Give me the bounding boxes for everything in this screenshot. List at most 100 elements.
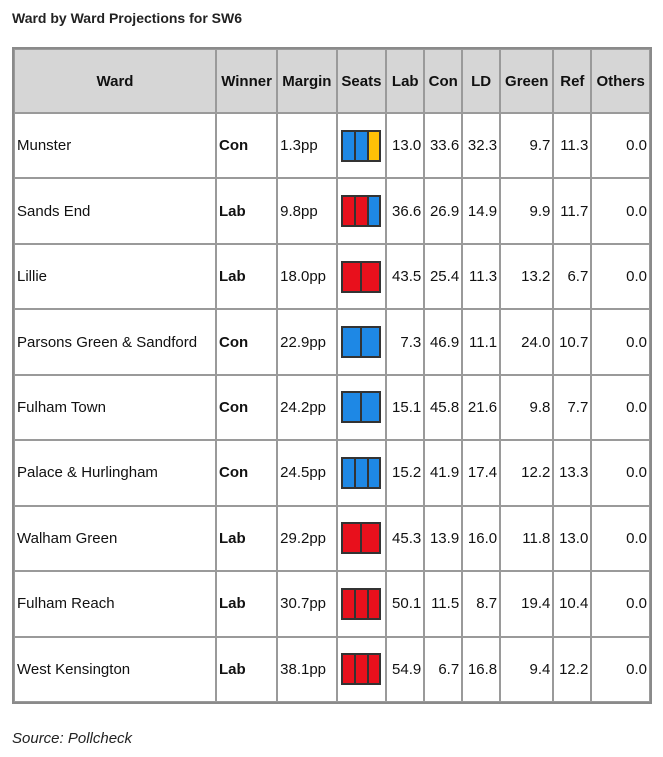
ward-projections-table: Ward Winner Margin Seats Lab Con LD Gree… — [12, 47, 652, 704]
green-share-cell: 13.2 — [500, 243, 554, 310]
table-row: Parsons Green & Sandford Con 22.9pp 7.3 46.9… — [14, 309, 650, 375]
table-row: Munster Con 1.3pp 13.0 33.6 32.3 9.7 11.3 0.0 — [14, 113, 650, 179]
ward-cell: Sands End — [14, 178, 216, 244]
page-title: Ward by Ward Projections for SW6 — [12, 10, 242, 26]
lab-share-cell: 43.5 — [386, 243, 425, 310]
con-share-cell: 11.5 — [424, 571, 463, 637]
seats-cell — [336, 505, 387, 572]
con-share-cell: 33.6 — [424, 113, 463, 179]
ward-cell: West Kensington — [14, 636, 216, 702]
seat-block-con — [366, 197, 380, 226]
seat-block-lab — [343, 655, 355, 684]
ld-share-cell: 14.9 — [462, 178, 501, 244]
table-row: Walham Green Lab 29.2pp 45.3 13.9 16.0 11.8 13.… — [14, 505, 650, 572]
ward-cell: Lillie — [14, 243, 216, 310]
con-share-cell: 26.9 — [424, 178, 463, 244]
green-share-cell: 9.4 — [500, 636, 554, 702]
column-header-winner: Winner — [216, 49, 278, 113]
winner-cell: Con — [216, 113, 278, 179]
con-share-cell: 25.4 — [424, 243, 463, 310]
ld-share-cell: 16.0 — [462, 505, 501, 572]
seat-block-lab — [366, 655, 380, 684]
seat-block-lab — [354, 197, 367, 226]
ward-cell: Palace & Hurlingham — [14, 440, 216, 506]
green-share-cell: 19.4 — [500, 571, 554, 637]
margin-cell: 38.1pp — [277, 636, 337, 702]
seat-block-lab — [366, 589, 380, 618]
green-share-cell: 24.0 — [500, 309, 554, 375]
seat-block-con — [354, 131, 367, 160]
ward-cell: Parsons Green & Sandford — [14, 309, 216, 375]
seats-indicator — [341, 391, 382, 424]
ld-share-cell: 11.3 — [462, 243, 501, 310]
others-share-cell: 0.0 — [591, 571, 650, 637]
margin-cell: 30.7pp — [277, 571, 337, 637]
seats-indicator — [341, 326, 382, 359]
seat-block-lab — [354, 589, 367, 618]
seat-block-con — [354, 458, 367, 487]
seat-block-lab — [343, 197, 355, 226]
column-header-seats: Seats — [336, 49, 387, 113]
column-header-ward: Ward — [14, 49, 216, 113]
winner-cell: Lab — [216, 243, 278, 310]
column-header-others: Others — [591, 49, 650, 113]
column-header-ld: LD — [462, 49, 501, 113]
margin-cell: 29.2pp — [277, 505, 337, 572]
column-header-green: Green — [500, 49, 554, 113]
ref-share-cell: 7.7 — [553, 374, 592, 441]
ref-share-cell: 13.3 — [553, 440, 592, 506]
green-share-cell: 9.7 — [500, 113, 554, 179]
table-row: Fulham Reach Lab 30.7pp 50.1 11.5 8.7 19.4 10.4… — [14, 571, 650, 637]
ref-share-cell: 6.7 — [553, 243, 592, 310]
con-share-cell: 46.9 — [424, 309, 463, 375]
seats-indicator — [341, 129, 382, 162]
lab-share-cell: 7.3 — [386, 309, 425, 375]
margin-cell: 9.8pp — [277, 178, 337, 244]
ld-share-cell: 11.1 — [462, 309, 501, 375]
lab-share-cell: 13.0 — [386, 113, 425, 179]
ward-cell: Munster — [14, 113, 216, 179]
table-row: Fulham Town Con 24.2pp 15.1 45.8 21.6 9.8 7.7 0.… — [14, 374, 650, 441]
ld-share-cell: 16.8 — [462, 636, 501, 702]
seat-block-ld — [366, 131, 380, 160]
ref-share-cell: 11.3 — [553, 113, 592, 179]
lab-share-cell: 50.1 — [386, 571, 425, 637]
seat-block-lab — [354, 655, 367, 684]
seat-block-con — [343, 131, 355, 160]
con-share-cell: 13.9 — [424, 505, 463, 572]
lab-share-cell: 36.6 — [386, 178, 425, 244]
ref-share-cell: 10.4 — [553, 571, 592, 637]
table-row: Palace & Hurlingham Con 24.5pp 15.2 41.9 17.4… — [14, 440, 650, 506]
seats-cell — [336, 636, 387, 702]
column-header-con: Con — [424, 49, 463, 113]
others-share-cell: 0.0 — [591, 309, 650, 375]
green-share-cell: 11.8 — [500, 505, 554, 572]
seats-indicator — [341, 522, 382, 555]
con-share-cell: 41.9 — [424, 440, 463, 506]
ward-cell: Fulham Town — [14, 374, 216, 441]
others-share-cell: 0.0 — [591, 440, 650, 506]
ld-share-cell: 8.7 — [462, 571, 501, 637]
ld-share-cell: 32.3 — [462, 113, 501, 179]
ward-cell: Fulham Reach — [14, 571, 216, 637]
others-share-cell: 0.0 — [591, 178, 650, 244]
green-share-cell: 9.9 — [500, 178, 554, 244]
seat-block-con — [360, 393, 380, 422]
seats-cell — [336, 571, 387, 637]
margin-cell: 24.5pp — [277, 440, 337, 506]
green-share-cell: 12.2 — [500, 440, 554, 506]
table-header-row: Ward Winner Margin Seats Lab Con LD Gree… — [14, 49, 650, 113]
lab-share-cell: 15.1 — [386, 374, 425, 441]
seats-cell — [336, 440, 387, 506]
table-row: West Kensington Lab 38.1pp 54.9 6.7 16.8 9.4 12… — [14, 636, 650, 702]
seats-indicator — [341, 456, 382, 489]
seat-block-con — [343, 328, 361, 357]
ld-share-cell: 21.6 — [462, 374, 501, 441]
seat-block-lab — [343, 589, 355, 618]
winner-cell: Con — [216, 440, 278, 506]
winner-cell: Lab — [216, 178, 278, 244]
winner-cell: Lab — [216, 571, 278, 637]
seats-indicator — [341, 653, 382, 686]
column-header-lab: Lab — [386, 49, 425, 113]
seat-block-con — [343, 393, 361, 422]
